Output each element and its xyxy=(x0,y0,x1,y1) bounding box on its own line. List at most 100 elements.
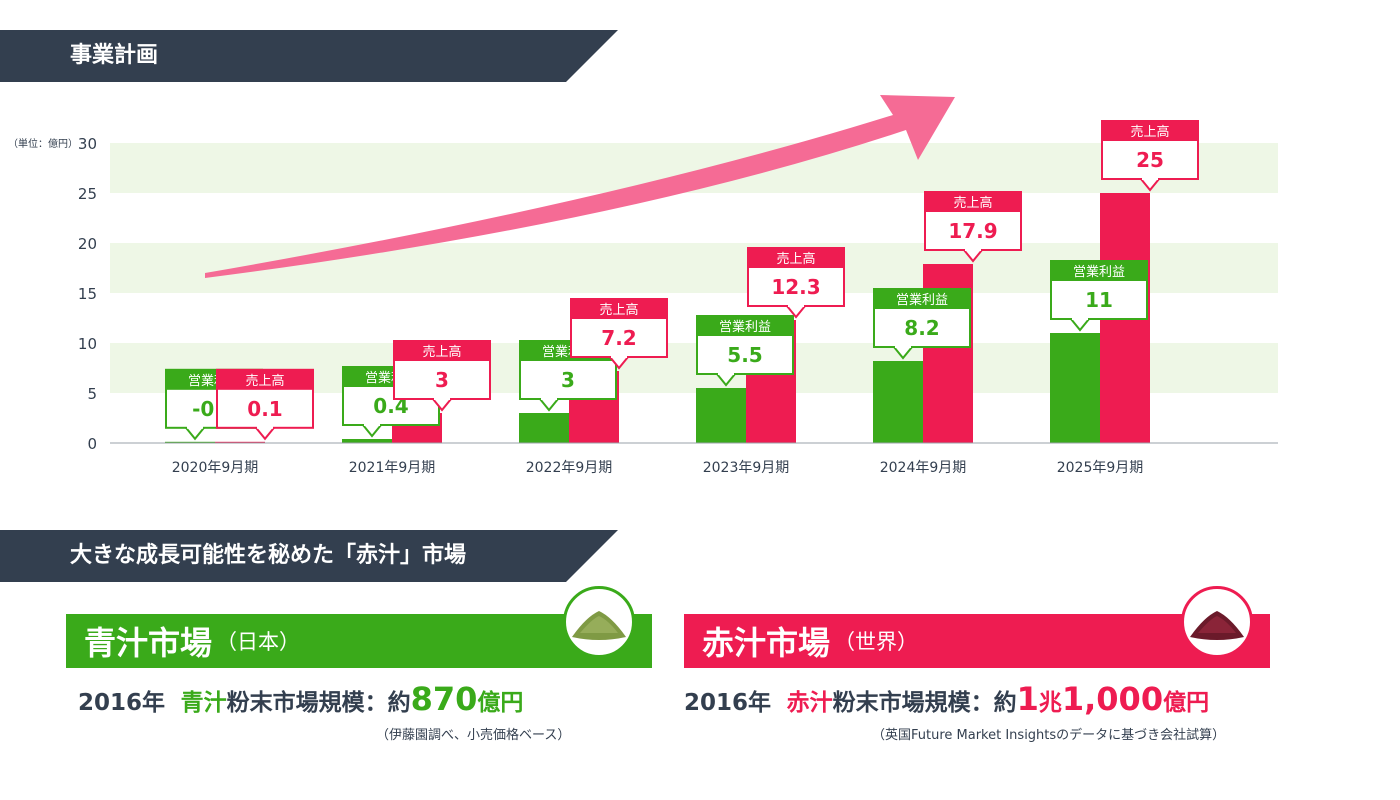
sales-series-label: 売上高 xyxy=(422,344,461,360)
x-category-label: 2020年9月期 xyxy=(172,460,259,476)
stat-description: 粉末市場規模：約 xyxy=(226,690,411,716)
profit-callout-pointer-mask xyxy=(541,397,557,400)
red-powder-icon xyxy=(1181,586,1253,658)
section-banner-plan: 事業計画 xyxy=(0,30,620,82)
sales-callout-pointer xyxy=(255,427,275,441)
sales-data-label: 3 xyxy=(435,368,449,392)
sales-callout-pointer-mask xyxy=(257,425,273,429)
sales-callout: 売上高 25 xyxy=(1101,120,1199,192)
profit-callout-pointer-mask xyxy=(1072,317,1088,320)
stat-number: 870 xyxy=(410,680,478,718)
x-category-label: 2021年9月期 xyxy=(349,460,436,476)
sales-callout-header xyxy=(925,192,1021,212)
sales-callout-pointer xyxy=(786,305,806,319)
profit-data-label: 5.5 xyxy=(727,343,762,367)
stat-unit-2: 億円 xyxy=(1163,690,1210,716)
profit-callout-pointer-mask xyxy=(187,425,203,429)
market-name: 赤汁市場 xyxy=(702,624,831,662)
x-category-label: 2023年9月期 xyxy=(703,460,790,476)
sales-callout-pointer-mask xyxy=(788,304,804,307)
y-tick-label: 10 xyxy=(78,335,97,353)
profit-callout-pointer xyxy=(185,427,205,441)
profit-callout-pointer xyxy=(362,424,382,438)
source-note: （英国Future Market Insightsのデータに基づき会社試算） xyxy=(872,728,1226,743)
sales-callout-pointer xyxy=(963,249,983,263)
sales-data-label: 7.2 xyxy=(601,326,636,350)
profit-bar xyxy=(342,439,392,443)
sales-callout-pointer-mask xyxy=(965,248,981,251)
sales-callout: 売上高 12.3 xyxy=(747,247,845,319)
profit-callout-header xyxy=(874,289,970,309)
profit-bar xyxy=(165,441,215,443)
market-region: （世界） xyxy=(834,630,919,654)
y-tick-label: 30 xyxy=(78,135,97,153)
sales-callout-pointer-mask xyxy=(434,397,450,400)
market-header: 赤汁市場 （世界） xyxy=(684,614,1270,668)
sales-callout-header xyxy=(748,248,844,268)
sales-callout: 売上高 3 xyxy=(393,340,491,412)
market-region: （日本） xyxy=(216,630,301,654)
x-category-label: 2025年9月期 xyxy=(1057,460,1144,476)
y-tick-label: 25 xyxy=(78,185,97,203)
unit-label: （単位：億円） xyxy=(8,137,78,150)
sales-series-label: 売上高 xyxy=(599,302,638,318)
y-tick-label: 0 xyxy=(87,435,97,453)
sales-callout-header xyxy=(1102,121,1198,141)
profit-callout-pointer xyxy=(893,346,913,360)
sales-series-label: 売上高 xyxy=(245,373,284,389)
banner-shape xyxy=(0,530,618,582)
market-card-aojiru: 青汁市場 （日本） 2016年 青汁粉末市場規模：約870億円 （伊藤園調べ、小… xyxy=(66,586,656,764)
sales-series-label: 売上高 xyxy=(953,195,992,211)
green-powder-icon xyxy=(563,586,635,658)
sales-callout: 売上高 17.9 xyxy=(924,191,1022,263)
profit-callout-header xyxy=(1051,261,1147,281)
sales-callout-pointer-mask xyxy=(1142,177,1158,180)
sales-callout: 売上高 0.1 xyxy=(216,368,314,441)
sales-callout-header xyxy=(571,299,667,319)
profit-data-label: 3 xyxy=(561,368,575,392)
stat-term: 青汁 xyxy=(180,690,227,716)
profit-bar xyxy=(1050,333,1100,443)
stat-term: 赤汁 xyxy=(786,690,833,716)
profit-callout-pointer xyxy=(716,373,736,387)
profit-callout-pointer xyxy=(539,398,559,412)
market-size-statement: 2016年 赤汁粉末市場規模：約1兆1,000億円 xyxy=(684,680,1209,718)
y-tick-label: 5 xyxy=(87,385,97,403)
stat-description: 粉末市場規模：約 xyxy=(832,690,1017,716)
profit-data-label: 11 xyxy=(1085,288,1113,312)
profit-bar xyxy=(873,361,923,443)
profit-bar xyxy=(696,388,746,443)
section-banner-market: 大きな成長可能性を秘めた「赤汁」市場 xyxy=(0,530,620,582)
section-title: 大きな成長可能性を秘めた「赤汁」市場 xyxy=(70,543,467,568)
profit-callout: 営業利益 5.5 xyxy=(696,315,794,387)
profit-callout-header xyxy=(697,316,793,336)
profit-series-label: 営業利益 xyxy=(896,292,948,308)
y-tick-label: 20 xyxy=(78,235,97,253)
profit-callout-pointer-mask xyxy=(718,372,734,375)
stat-year: 2016年 xyxy=(684,690,772,716)
growth-arrow xyxy=(205,95,955,278)
sales-data-label: 0.1 xyxy=(247,397,282,421)
section-title: 事業計画 xyxy=(70,43,159,68)
sales-data-label: 12.3 xyxy=(771,275,820,299)
profit-callout-pointer-mask xyxy=(895,345,911,348)
sales-series-label: 売上高 xyxy=(776,251,815,267)
sales-data-label: 17.9 xyxy=(948,219,997,243)
sales-callout-header xyxy=(217,369,313,390)
stat-unit: 億円 xyxy=(477,690,524,716)
source-note: （伊藤園調べ、小売価格ベース） xyxy=(376,728,571,743)
x-category-label: 2024年9月期 xyxy=(880,460,967,476)
market-card-akajiru: 赤汁市場 （世界） 2016年 赤汁粉末市場規模：約1兆1,000億円 （英国F… xyxy=(684,586,1284,764)
sales-callout: 売上高 7.2 xyxy=(570,298,668,370)
stat-year: 2016年 xyxy=(78,690,166,716)
sales-callout-pointer-mask xyxy=(611,355,627,358)
sales-data-label: 25 xyxy=(1136,148,1164,172)
sales-callout-pointer xyxy=(609,356,629,370)
stat-number: 1 xyxy=(1016,680,1039,718)
profit-callout: 営業利益 8.2 xyxy=(873,288,971,360)
business-plan-chart: （単位：億円）0510152025302020年9月期営業利益-0.1売上高0.… xyxy=(8,95,1278,476)
profit-callout: 営業利益 11 xyxy=(1050,260,1148,332)
market-header: 青汁市場 （日本） xyxy=(66,614,652,668)
stat-number-2: 1,000 xyxy=(1061,680,1164,718)
profit-series-label: 営業利益 xyxy=(719,319,771,335)
